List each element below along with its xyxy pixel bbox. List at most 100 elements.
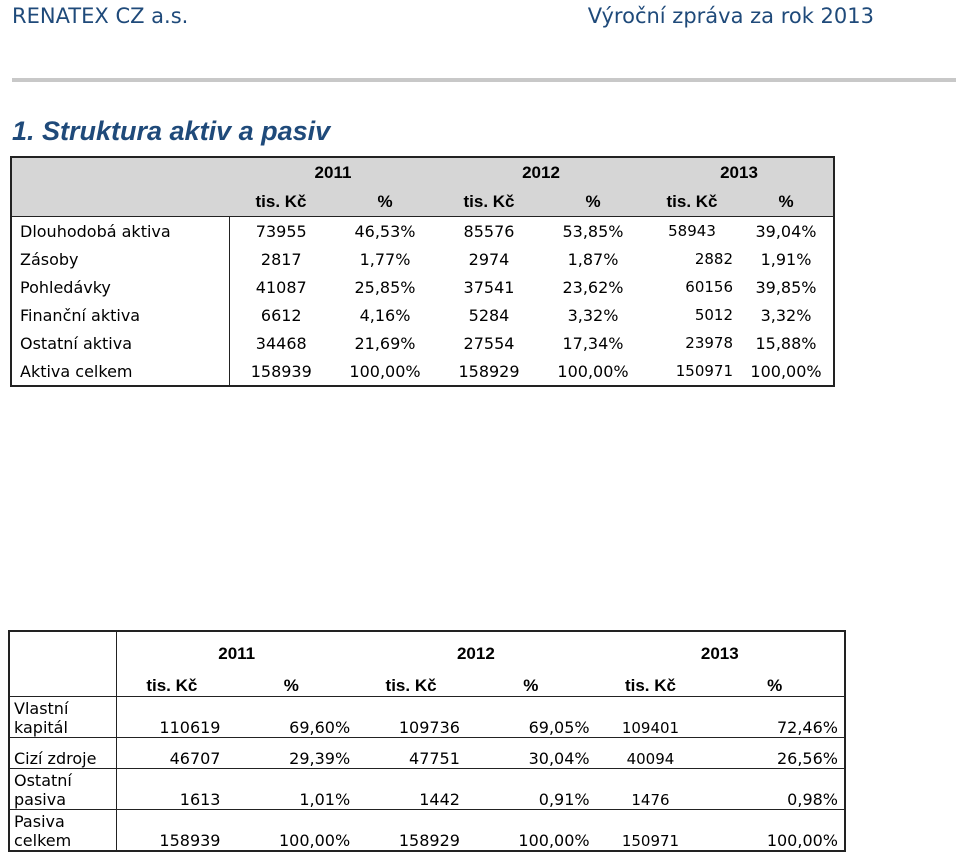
value-cell: 100,00% <box>750 361 822 381</box>
value-cell: 100,00% <box>557 361 629 381</box>
value-cell: 69,60% <box>226 696 357 738</box>
value-cell: 100,00% <box>465 809 596 851</box>
value-cell: 0,98% <box>705 768 845 810</box>
value-cell: 1442 <box>356 768 466 810</box>
unit-header: tis. Kč <box>116 664 227 697</box>
row-label: Aktiva celkem <box>20 361 133 381</box>
header-empty-cell <box>9 664 117 697</box>
year-2012-header: 2012 <box>456 644 495 663</box>
value-cell: 23,62% <box>562 277 624 297</box>
value-cell: 1613 <box>116 768 227 810</box>
value-cell: 39,85% <box>755 277 817 297</box>
value-cell: 85576 <box>463 221 515 241</box>
assets-unit-header-row: tis. Kč % tis. Kč % tis. Kč % <box>11 188 834 217</box>
table-row: Vlastní kapitál 110619 69,60% 109736 69,… <box>9 696 845 738</box>
value-cell: 58943 <box>668 222 716 240</box>
row-label: Cizí zdroje <box>9 737 117 769</box>
unit-header: % <box>283 676 299 695</box>
value-cell: 27554 <box>463 333 515 353</box>
value-cell: 5284 <box>468 305 510 325</box>
value-cell: 39,04% <box>755 221 817 241</box>
table-row: Ostatní aktiva 34468 21,69% 27554 17,34%… <box>11 329 834 357</box>
row-label: Vlastní kapitál <box>9 696 117 738</box>
value-cell: 30,04% <box>465 737 596 769</box>
unit-header: % <box>739 188 834 217</box>
value-cell: 109401 <box>595 696 706 738</box>
report-header-company: RENATEX CZ a.s. <box>12 4 189 28</box>
unit-header: % <box>523 676 539 695</box>
value-cell: 41087 <box>228 273 333 301</box>
value-cell: 60156 <box>685 278 733 296</box>
header-empty-cell <box>11 157 229 188</box>
value-cell: 109736 <box>356 696 466 738</box>
value-cell: 4,16% <box>359 305 411 325</box>
header-empty-cell <box>11 188 229 217</box>
value-cell: 15,88% <box>755 333 817 353</box>
value-cell: 37541 <box>463 277 515 297</box>
header-divider <box>12 78 956 82</box>
value-cell: 72,46% <box>705 696 845 738</box>
value-cell: 1,77% <box>359 249 411 269</box>
row-label: Ostatní pasiva <box>9 768 117 810</box>
table-row: Ostatní pasiva 1613 1,01% 1442 0,91% 147… <box>9 768 845 810</box>
value-cell: 2817 <box>228 245 333 273</box>
year-2013-header: 2013 <box>645 157 834 188</box>
value-cell: 158939 <box>116 809 227 851</box>
value-cell: 2974 <box>468 249 510 269</box>
value-cell: 100,00% <box>349 361 421 381</box>
value-cell: 100,00% <box>226 809 357 851</box>
year-2011-header: 2011 <box>229 157 437 188</box>
section-title: 1. Struktura aktiv a pasiv <box>12 116 331 146</box>
table-row: Zásoby 2817 1,77% 2974 1,87% 2882 1,91% <box>11 245 834 273</box>
row-label: Ostatní aktiva <box>20 333 133 353</box>
value-cell: 2882 <box>694 250 733 268</box>
value-cell: 69,05% <box>465 696 596 738</box>
value-cell: 110619 <box>116 696 227 738</box>
table-row-total: Aktiva celkem 158939 100,00% 158929 100,… <box>11 357 834 386</box>
value-cell: 3,32% <box>760 305 812 325</box>
value-cell: 23978 <box>685 334 733 352</box>
row-label: Pohledávky <box>20 277 111 297</box>
unit-header: tis. Kč <box>624 676 676 695</box>
liabilities-unit-header-row: tis. Kč % tis. Kč % tis. Kč % <box>9 664 845 697</box>
report-header-title: Výroční zpráva za rok 2013 <box>587 4 874 28</box>
table-row: Finanční aktiva 6612 4,16% 5284 3,32% 50… <box>11 301 834 329</box>
year-2011-header: 2011 <box>116 631 357 664</box>
liabilities-year-header-row: 2011 2012 2013 <box>9 631 845 664</box>
value-cell: 150971 <box>595 809 706 851</box>
value-cell: 100,00% <box>705 809 845 851</box>
value-cell: 0,91% <box>465 768 596 810</box>
unit-header: % <box>767 676 783 695</box>
value-cell: 150971 <box>675 362 733 380</box>
table-row: Cizí zdroje 46707 29,39% 47751 30,04% 40… <box>9 737 845 769</box>
row-label: Dlouhodobá aktiva <box>20 221 171 241</box>
row-label: Pasiva celkem <box>9 809 117 851</box>
table-row-total: Pasiva celkem 158939 100,00% 158929 100,… <box>9 809 845 851</box>
unit-header: tis. Kč <box>229 188 333 217</box>
year-2012-header: 2012 <box>437 157 645 188</box>
value-cell: 46,53% <box>354 221 416 241</box>
value-cell: 40094 <box>595 737 706 769</box>
value-cell: 29,39% <box>226 737 357 769</box>
year-2013-header: 2013 <box>700 644 739 663</box>
value-cell: 25,85% <box>354 277 416 297</box>
unit-header: tis. Kč <box>645 188 739 217</box>
unit-header: tis. Kč <box>437 188 541 217</box>
value-cell: 34468 <box>228 329 333 357</box>
assets-table: 2011 2012 2013 tis. Kč % tis. Kč % tis. … <box>10 156 835 387</box>
value-cell: 1,87% <box>567 249 619 269</box>
header-empty-cell <box>9 631 117 664</box>
value-cell: 53,85% <box>562 221 624 241</box>
unit-header: % <box>541 188 645 217</box>
liabilities-table: 2011 2012 2013 tis. Kč % tis. Kč % tis. … <box>8 630 846 852</box>
table-row: Pohledávky 41087 25,85% 37541 23,62% 601… <box>11 273 834 301</box>
value-cell: 1476 <box>595 768 706 810</box>
unit-header: % <box>333 188 437 217</box>
table-row: Dlouhodobá aktiva 73955 46,53% 85576 53,… <box>11 216 834 245</box>
value-cell: 5012 <box>694 306 733 324</box>
row-label: Finanční aktiva <box>20 305 141 325</box>
assets-year-header-row: 2011 2012 2013 <box>11 157 834 188</box>
row-label: Zásoby <box>20 249 79 269</box>
value-cell: 17,34% <box>562 333 624 353</box>
value-cell: 47751 <box>356 737 466 769</box>
